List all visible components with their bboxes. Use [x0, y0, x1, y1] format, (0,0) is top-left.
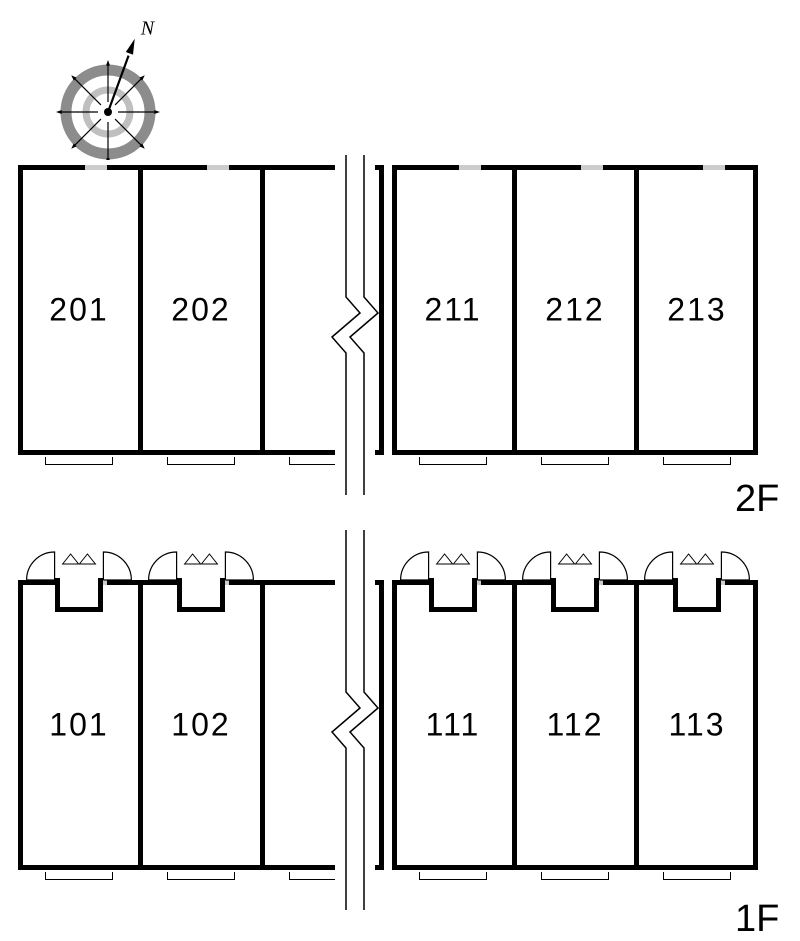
door-bottom — [663, 457, 731, 465]
top-notch — [207, 165, 229, 170]
door-bottom — [541, 872, 609, 880]
unit-213: 213 — [636, 165, 758, 455]
unit-label: 111 — [392, 707, 514, 744]
door-bottom — [541, 457, 609, 465]
compass-n-label: N — [140, 20, 156, 40]
unit-202: 202 — [140, 165, 262, 455]
unit-102: 102 — [140, 580, 262, 870]
top-notch — [581, 165, 603, 170]
unit-212: 212 — [514, 165, 636, 455]
unit-label: 211 — [392, 292, 514, 329]
entrance-recess — [551, 578, 600, 612]
door-arc — [514, 532, 636, 582]
door-bottom — [45, 457, 113, 465]
unit-101: 101 — [18, 580, 140, 870]
door-arc — [392, 532, 514, 582]
break-line — [320, 155, 390, 495]
door-bottom — [167, 872, 235, 880]
entrance-recess — [55, 578, 104, 612]
compass: N — [50, 20, 190, 160]
door-bottom — [45, 872, 113, 880]
unit-201: 201 — [18, 165, 140, 455]
unit-111: 111 — [392, 580, 514, 870]
top-notch — [703, 165, 725, 170]
unit-label: 201 — [18, 292, 140, 329]
door-arc — [636, 532, 758, 582]
unit-label: 102 — [140, 707, 262, 744]
unit-113: 113 — [636, 580, 758, 870]
floor-label-1F: 1F — [735, 898, 779, 941]
unit-label: 202 — [140, 292, 262, 329]
entrance-recess — [673, 578, 722, 612]
unit-label: 212 — [514, 292, 636, 329]
entrance-recess — [177, 578, 226, 612]
door-arc — [18, 532, 140, 582]
door-bottom — [419, 872, 487, 880]
unit-112: 112 — [514, 580, 636, 870]
unit-label: 101 — [18, 707, 140, 744]
top-notch — [459, 165, 481, 170]
top-notch — [85, 165, 107, 170]
unit-label: 213 — [636, 292, 758, 329]
unit-label: 113 — [636, 707, 758, 744]
door-arc — [140, 532, 262, 582]
door-bottom — [419, 457, 487, 465]
unit-label: 112 — [514, 707, 636, 744]
door-bottom — [167, 457, 235, 465]
unit-211: 211 — [392, 165, 514, 455]
entrance-recess — [429, 578, 478, 612]
floor-label-2F: 2F — [735, 478, 779, 521]
door-bottom — [663, 872, 731, 880]
break-line — [320, 530, 390, 910]
